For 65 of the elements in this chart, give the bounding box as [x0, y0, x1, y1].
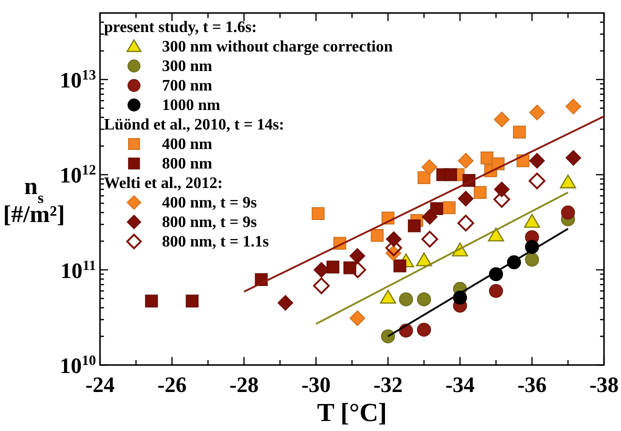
legend-label: 800 nm, t = 1.1s — [162, 234, 269, 250]
point — [444, 168, 458, 182]
point — [145, 294, 158, 308]
legend-label: 300 nm — [162, 58, 213, 75]
point — [399, 292, 413, 306]
point — [525, 252, 539, 267]
point — [561, 206, 575, 220]
legend-label: 800 nm, t = 9s — [162, 214, 257, 231]
legend-label: 400 nm, t = 9s — [162, 194, 257, 212]
point — [350, 310, 366, 326]
point — [524, 214, 540, 228]
point — [416, 252, 432, 266]
point — [417, 292, 431, 306]
point — [494, 112, 510, 128]
x-tick-label: -32 — [373, 372, 403, 397]
point — [421, 230, 438, 248]
x-tick-label: -38 — [589, 372, 619, 397]
point — [186, 294, 199, 308]
point — [430, 202, 443, 216]
x-tick-label: -30 — [301, 372, 331, 397]
x-tick-label: -28 — [229, 372, 259, 397]
x-axis-title: T [°C] — [317, 398, 387, 427]
annotation: Lüönd et al., 2010, t = 14s: — [104, 116, 284, 134]
point — [422, 159, 438, 175]
point — [422, 209, 438, 225]
point — [312, 207, 325, 220]
legend-label: 400 nm — [162, 136, 213, 153]
point — [278, 295, 294, 311]
y-tick-label: 10$^{11}$ — [60, 258, 96, 283]
point — [474, 186, 487, 199]
point — [458, 152, 474, 169]
x-tick-label: -26 — [157, 372, 187, 397]
point — [458, 190, 474, 206]
x-tick-label: -36 — [517, 372, 547, 397]
legend-label: 1000 nm — [162, 97, 221, 114]
point — [313, 277, 330, 294]
point — [488, 228, 504, 242]
point — [566, 98, 582, 114]
point — [480, 152, 494, 164]
y-tick-label: 10$^{13}$ — [60, 68, 96, 93]
legend-label: 800 nm — [162, 156, 213, 172]
point — [381, 329, 395, 344]
point — [457, 214, 474, 232]
point — [326, 260, 340, 274]
point — [560, 174, 576, 188]
legend-label: 700 nm — [162, 78, 213, 94]
point — [529, 104, 545, 120]
point — [513, 126, 526, 139]
point — [380, 290, 396, 304]
point — [350, 248, 366, 264]
annotation: present study, t = 1.6s: — [104, 19, 257, 36]
point — [408, 219, 421, 232]
legend-label: 300 nm without charge correction — [162, 38, 393, 56]
point — [417, 322, 431, 337]
point — [528, 172, 546, 190]
point — [442, 201, 456, 214]
annotation: Welti et al., 2012: — [104, 175, 223, 192]
point — [566, 150, 582, 166]
x-tick-label: -34 — [445, 372, 475, 397]
point — [370, 229, 384, 242]
point — [393, 260, 406, 272]
point — [418, 171, 430, 184]
point — [314, 262, 330, 278]
point — [489, 284, 503, 298]
point — [529, 152, 545, 169]
